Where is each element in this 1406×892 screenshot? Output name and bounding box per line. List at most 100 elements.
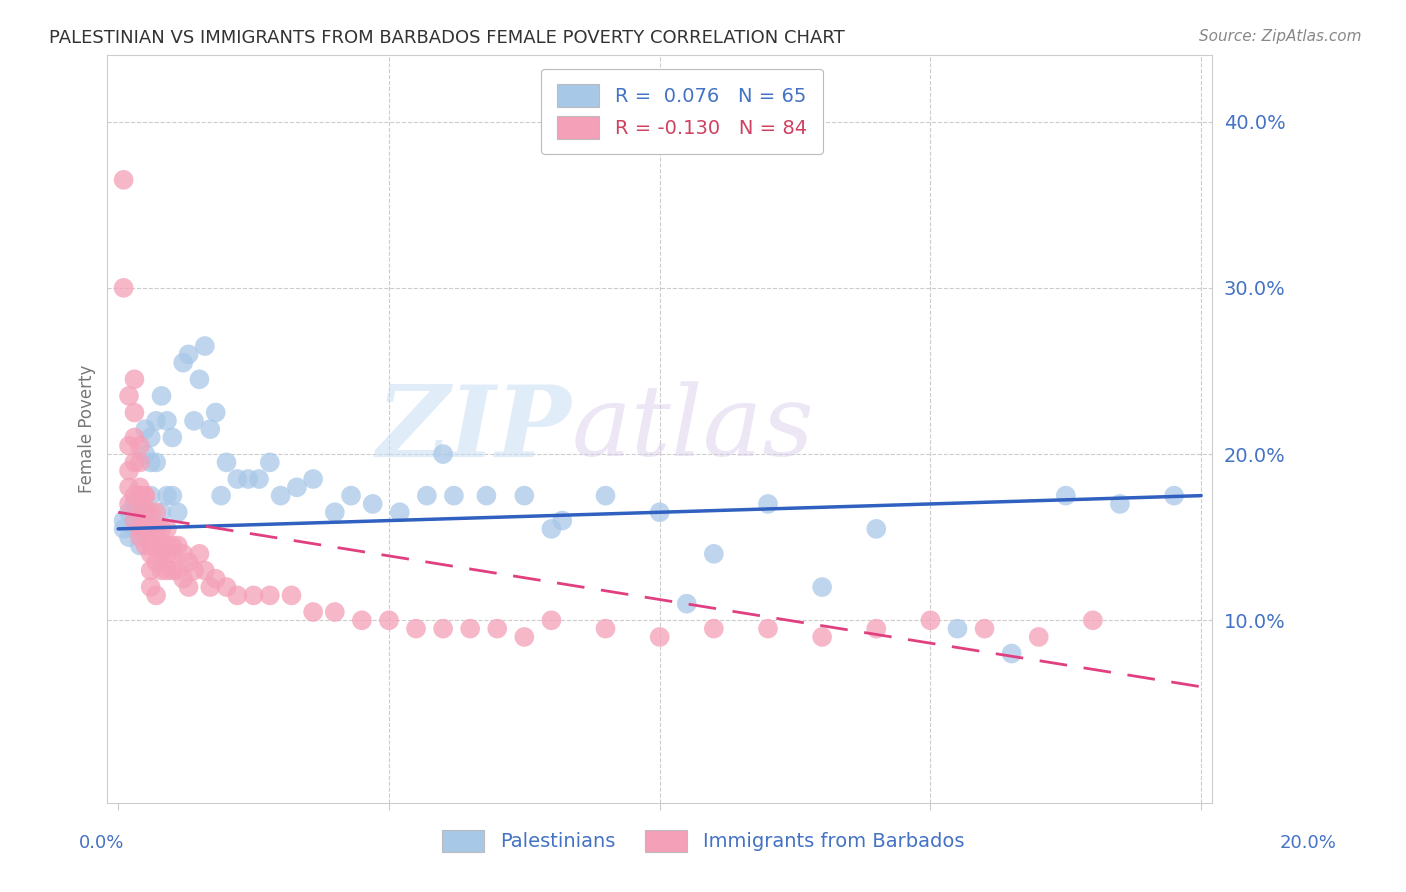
Point xyxy=(973,622,995,636)
Point xyxy=(128,489,150,503)
Point xyxy=(183,564,205,578)
Point xyxy=(172,547,194,561)
Point xyxy=(139,455,162,469)
Point xyxy=(139,505,162,519)
Point xyxy=(128,455,150,469)
Point xyxy=(156,522,179,536)
Text: atlas: atlas xyxy=(571,382,814,477)
Point xyxy=(150,547,173,561)
Legend: Palestinians, Immigrants from Barbados: Palestinians, Immigrants from Barbados xyxy=(434,822,972,860)
Point xyxy=(177,347,200,361)
Point xyxy=(226,588,249,602)
Point xyxy=(139,547,162,561)
Point xyxy=(124,405,146,419)
Point xyxy=(145,522,167,536)
Point xyxy=(1163,489,1185,503)
Point xyxy=(183,414,205,428)
Point xyxy=(1028,630,1050,644)
Point xyxy=(513,630,536,644)
Point xyxy=(156,547,179,561)
Point xyxy=(156,414,179,428)
Text: PALESTINIAN VS IMMIGRANTS FROM BARBADOS FEMALE POVERTY CORRELATION CHART: PALESTINIAN VS IMMIGRANTS FROM BARBADOS … xyxy=(49,29,845,46)
Point xyxy=(162,547,184,561)
Point xyxy=(145,455,167,469)
Point xyxy=(134,539,156,553)
Point xyxy=(166,564,188,578)
Point xyxy=(486,622,509,636)
Point xyxy=(139,564,162,578)
Point xyxy=(134,489,156,503)
Point xyxy=(112,514,135,528)
Point xyxy=(118,389,141,403)
Point xyxy=(139,539,162,553)
Point xyxy=(128,439,150,453)
Point xyxy=(118,530,141,544)
Point xyxy=(226,472,249,486)
Point xyxy=(139,489,162,503)
Point xyxy=(124,489,146,503)
Point xyxy=(134,489,156,503)
Point xyxy=(162,539,184,553)
Point xyxy=(946,622,969,636)
Point xyxy=(118,497,141,511)
Point xyxy=(128,505,150,519)
Point xyxy=(124,430,146,444)
Point xyxy=(432,447,454,461)
Point xyxy=(595,489,617,503)
Point xyxy=(242,588,264,602)
Point xyxy=(756,497,779,511)
Point xyxy=(378,613,401,627)
Point xyxy=(128,522,150,536)
Point xyxy=(166,539,188,553)
Point xyxy=(648,630,671,644)
Point xyxy=(150,564,173,578)
Point xyxy=(513,489,536,503)
Point xyxy=(118,505,141,519)
Point xyxy=(540,522,562,536)
Point xyxy=(150,539,173,553)
Point xyxy=(458,622,481,636)
Point xyxy=(1001,647,1024,661)
Point xyxy=(124,514,146,528)
Legend: R =  0.076   N = 65, R = -0.130   N = 84: R = 0.076 N = 65, R = -0.130 N = 84 xyxy=(541,69,823,154)
Point xyxy=(194,564,217,578)
Point xyxy=(204,572,226,586)
Point xyxy=(215,455,238,469)
Point xyxy=(209,489,232,503)
Point xyxy=(432,622,454,636)
Point xyxy=(1109,497,1132,511)
Text: ZIP: ZIP xyxy=(377,381,571,477)
Point xyxy=(156,564,179,578)
Point xyxy=(1081,613,1104,627)
Point xyxy=(139,430,162,444)
Point xyxy=(270,489,292,503)
Point xyxy=(194,339,217,353)
Text: 20.0%: 20.0% xyxy=(1279,834,1336,852)
Point xyxy=(139,580,162,594)
Point xyxy=(145,555,167,569)
Point xyxy=(156,489,179,503)
Point xyxy=(162,564,184,578)
Point xyxy=(124,497,146,511)
Point xyxy=(200,580,222,594)
Point xyxy=(920,613,942,627)
Point xyxy=(756,622,779,636)
Point xyxy=(150,522,173,536)
Point xyxy=(128,539,150,553)
Point xyxy=(865,622,887,636)
Point xyxy=(811,630,834,644)
Point xyxy=(112,281,135,295)
Point xyxy=(128,480,150,494)
Point xyxy=(134,522,156,536)
Point xyxy=(648,505,671,519)
Point xyxy=(323,505,346,519)
Point xyxy=(177,555,200,569)
Point xyxy=(172,572,194,586)
Point xyxy=(188,547,211,561)
Point xyxy=(285,480,308,494)
Point xyxy=(150,389,173,403)
Point xyxy=(247,472,270,486)
Point xyxy=(145,539,167,553)
Point xyxy=(124,372,146,386)
Point xyxy=(204,405,226,419)
